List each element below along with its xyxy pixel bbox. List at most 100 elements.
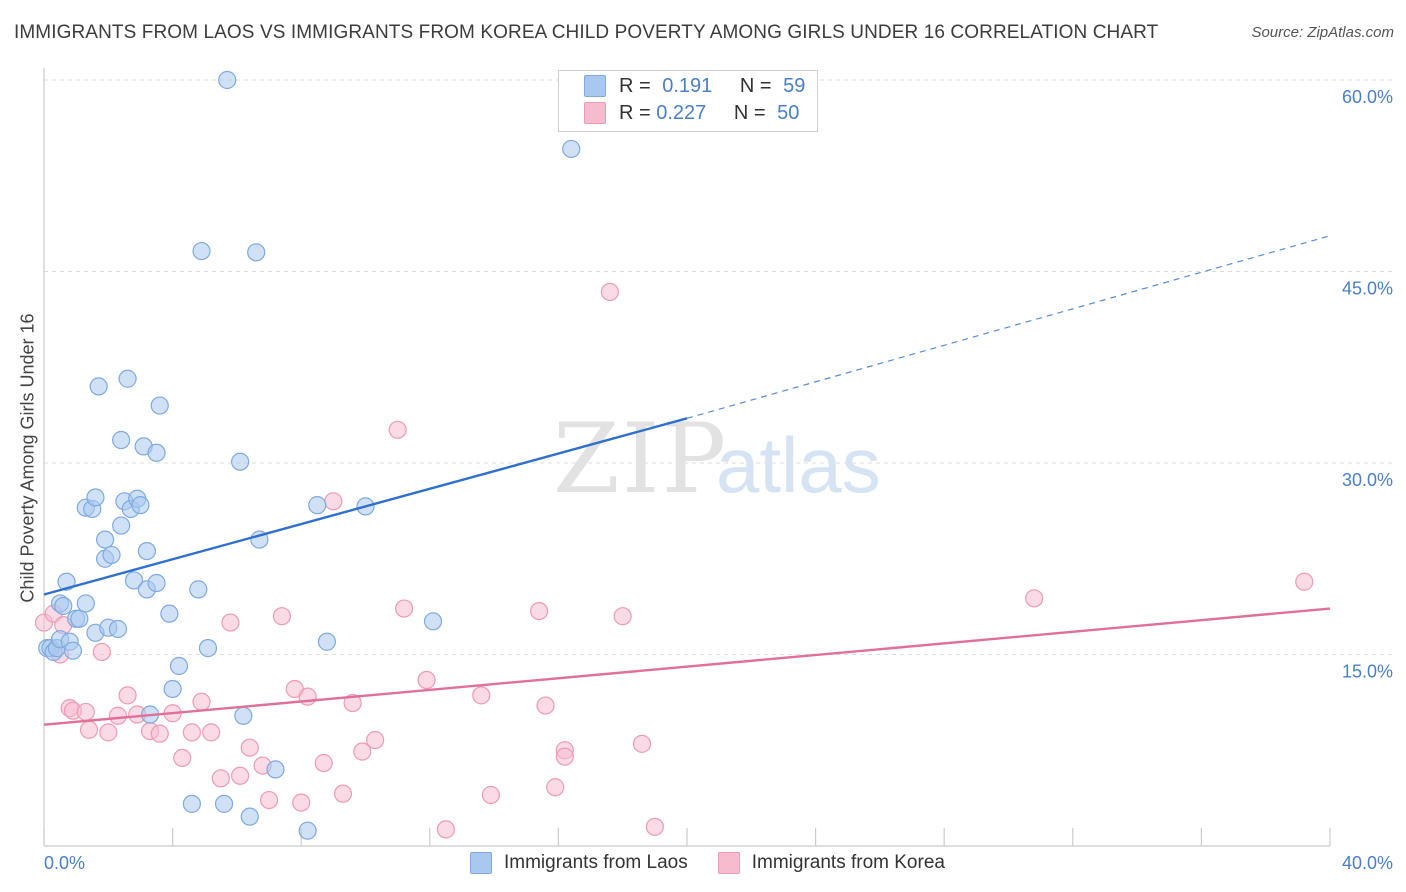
korea-point <box>555 747 574 766</box>
laos-n-value: 59 <box>783 74 806 97</box>
laos-point <box>147 573 166 593</box>
gridlines <box>44 79 1394 655</box>
laos-point <box>317 632 337 651</box>
y-tick-label: 15.0% <box>1342 662 1393 682</box>
korea-point <box>221 613 240 632</box>
korea-point <box>182 723 201 742</box>
korea-n-label: N = <box>733 101 772 124</box>
korea-point <box>202 723 221 742</box>
korea-point <box>173 748 192 768</box>
legend-row-korea: R = 0.227 N = 50 <box>584 100 800 126</box>
laos-point <box>95 530 115 549</box>
chart-title: IMMIGRANTS FROM LAOS VS IMMIGRANTS FROM … <box>14 22 1159 43</box>
legend-korea-swatch <box>717 852 740 874</box>
laos-swatch <box>584 75 606 97</box>
laos-point <box>112 516 131 535</box>
laos-point <box>218 70 237 90</box>
korea-point <box>546 778 565 797</box>
laos-point <box>147 443 166 462</box>
axes <box>43 68 1331 847</box>
laos-point <box>234 706 253 725</box>
laos-point <box>108 619 128 639</box>
y-tick-label: 60.0% <box>1342 87 1393 107</box>
laos-point <box>247 243 266 262</box>
trend-lines <box>43 235 1331 726</box>
legend-item-korea: Immigrants from Korea <box>717 852 945 874</box>
laos-r-label: R = <box>619 74 657 97</box>
korea-point <box>394 599 414 618</box>
laos-trend-line <box>43 417 688 596</box>
korea-point <box>92 642 111 662</box>
korea-points <box>34 282 1314 839</box>
x-tick-label: 40.0% <box>1342 853 1393 873</box>
korea-r-label: R = <box>619 101 657 124</box>
laos-point <box>150 396 169 415</box>
korea-point <box>324 492 343 511</box>
laos-point <box>137 541 156 561</box>
laos-r-value: 0.191 <box>662 74 713 97</box>
korea-swatch <box>584 102 606 124</box>
laos-point <box>70 609 89 628</box>
korea-point <box>333 784 353 803</box>
laos-n-label: N = <box>739 74 778 97</box>
correlation-legend: R = 0.191 N = 59 R = 0.227 N = 50 <box>558 70 818 132</box>
korea-point <box>259 790 279 810</box>
y-axis-label: Child Poverty Among Girls Under 16 <box>17 313 38 603</box>
legend-row-laos: R = 0.191 N = 59 <box>584 73 806 99</box>
series-legend: Immigrants from Laos Immigrants from Kor… <box>470 852 975 874</box>
korea-point <box>272 607 292 626</box>
korea-point <box>353 742 372 761</box>
korea-r-value: 0.227 <box>656 101 707 124</box>
source-label: Source: ZipAtlas.com <box>1251 24 1394 41</box>
korea-point <box>536 696 555 715</box>
laos-point <box>198 639 218 658</box>
korea-point <box>79 720 99 739</box>
laos-point <box>169 656 189 676</box>
laos-point <box>562 139 581 159</box>
legend-item-laos: Immigrants from Laos <box>470 852 688 874</box>
laos-point <box>423 612 443 631</box>
laos-point <box>240 807 259 826</box>
korea-point <box>292 793 311 812</box>
laos-point <box>54 596 73 616</box>
laos-point <box>102 545 121 565</box>
laos-point <box>131 496 150 515</box>
korea-point <box>211 769 230 788</box>
legend-laos-label: Immigrants from Laos <box>504 852 688 873</box>
korea-n-value: 50 <box>777 101 800 124</box>
watermark-zip: ZIP <box>553 403 728 515</box>
korea-point <box>366 730 385 750</box>
korea-trend-line <box>43 607 1331 726</box>
laos-point <box>214 794 234 813</box>
korea-point <box>1025 589 1044 608</box>
korea-point <box>613 607 632 626</box>
watermark: ZIP atlas <box>553 403 881 515</box>
laos-point <box>118 369 137 388</box>
korea-point <box>472 686 491 705</box>
korea-point <box>108 706 128 725</box>
korea-point <box>600 282 619 302</box>
korea-point <box>645 817 664 836</box>
korea-point <box>1295 572 1314 591</box>
korea-point <box>314 753 333 773</box>
korea-point <box>632 734 652 753</box>
korea-point <box>76 702 95 722</box>
laos-points <box>38 70 581 840</box>
laos-point <box>192 241 211 261</box>
laos-point <box>266 760 285 779</box>
korea-point <box>99 723 118 742</box>
laos-point <box>298 821 317 840</box>
y-tick-label: 30.0% <box>1342 470 1393 490</box>
y-tick-label: 45.0% <box>1342 279 1393 299</box>
korea-point <box>417 670 436 690</box>
korea-point <box>343 693 362 713</box>
laos-point <box>63 641 83 660</box>
korea-point <box>240 738 259 757</box>
watermark-atlas: atlas <box>716 421 881 509</box>
legend-laos-swatch <box>470 852 492 874</box>
korea-point <box>118 686 137 705</box>
korea-point <box>388 420 407 439</box>
laos-point <box>182 794 201 813</box>
korea-point <box>530 601 549 621</box>
legend-korea-label: Immigrants from Korea <box>751 852 945 873</box>
